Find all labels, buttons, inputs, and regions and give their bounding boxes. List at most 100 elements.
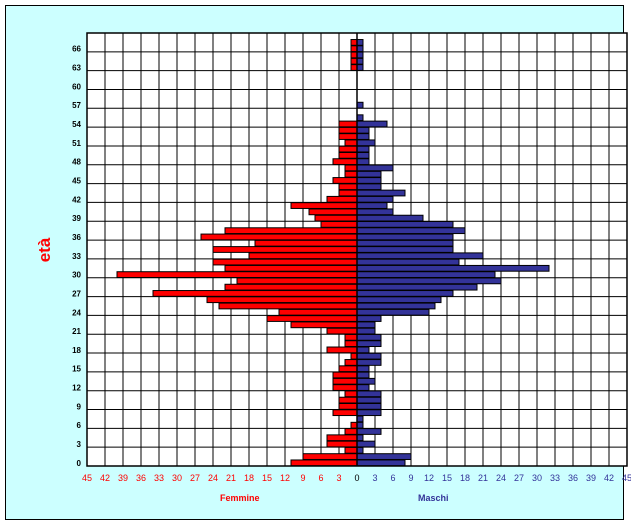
- female-bar: [308, 208, 358, 216]
- x-tick-label-male: 18: [460, 473, 470, 483]
- y-tick-label: 63: [72, 64, 81, 73]
- male-bar: [356, 365, 370, 373]
- x-tick-label-male: 12: [424, 473, 434, 483]
- female-bar: [332, 377, 358, 385]
- male-bar: [356, 214, 424, 222]
- male-bar: [356, 346, 370, 354]
- male-bar: [356, 239, 454, 247]
- female-bar: [338, 189, 358, 197]
- x-tick-label-female: 30: [172, 473, 182, 483]
- male-bar: [356, 39, 364, 46]
- male-bar: [356, 151, 370, 159]
- male-bar: [356, 158, 370, 166]
- female-bar: [332, 371, 358, 379]
- female-bar: [332, 177, 358, 184]
- female-bar: [332, 384, 358, 391]
- male-bar: [356, 415, 364, 423]
- female-bar: [326, 195, 358, 203]
- male-bar: [356, 321, 376, 329]
- x-tick-label-male: 6: [390, 473, 395, 483]
- female-bar: [290, 321, 358, 329]
- male-bar: [356, 302, 436, 310]
- female-bar: [338, 133, 358, 140]
- female-bar: [314, 214, 358, 222]
- male-axis-label: Maschi: [418, 493, 449, 503]
- male-bar: [356, 195, 394, 203]
- female-bar: [248, 252, 358, 260]
- x-tick-label-male: 39: [586, 473, 596, 483]
- male-bar: [356, 177, 382, 184]
- female-bar: [200, 233, 358, 241]
- female-bar: [338, 365, 358, 373]
- male-bar: [356, 51, 364, 59]
- female-bar: [212, 246, 358, 253]
- male-bar: [356, 440, 376, 448]
- male-bar: [356, 271, 496, 278]
- female-bar: [326, 327, 358, 335]
- male-bar: [356, 126, 370, 134]
- male-bar: [356, 233, 454, 241]
- y-tick-label: 24: [72, 308, 81, 317]
- female-bar: [320, 221, 358, 228]
- y-tick-label: 6: [77, 421, 82, 430]
- male-bar: [356, 45, 364, 53]
- male-bar: [356, 340, 382, 348]
- male-bar: [356, 327, 376, 335]
- male-bar: [356, 101, 364, 109]
- y-axis-label: età: [35, 237, 54, 263]
- male-bar: [356, 434, 364, 442]
- female-bar: [224, 264, 358, 272]
- y-tick-label: 39: [72, 214, 81, 223]
- x-tick-label-female: 45: [82, 473, 92, 483]
- y-tick-label: 33: [72, 252, 81, 261]
- female-bar: [326, 346, 358, 354]
- female-bar: [350, 352, 358, 360]
- y-tick-label: 3: [77, 440, 82, 449]
- y-tick-label: 45: [72, 176, 81, 185]
- female-bar: [206, 296, 358, 304]
- male-bar: [356, 421, 364, 429]
- male-bar: [356, 258, 460, 266]
- male-bar: [356, 371, 370, 379]
- y-tick-label: 57: [72, 101, 81, 110]
- female-bar: [344, 428, 358, 435]
- female-bar: [116, 271, 358, 278]
- male-bar: [356, 139, 376, 147]
- female-bar: [266, 315, 358, 322]
- x-tick-label-male: 24: [496, 473, 506, 483]
- x-tick-label-male: 42: [604, 473, 614, 483]
- x-tick-label-female: 3: [336, 473, 341, 483]
- female-bar: [344, 359, 358, 366]
- x-tick-label-male: 45: [622, 473, 631, 483]
- x-tick-label-male: 3: [372, 473, 377, 483]
- male-bar: [356, 202, 388, 209]
- female-bar: [218, 302, 358, 310]
- female-bar: [278, 308, 358, 316]
- female-bar: [326, 434, 358, 442]
- male-bar: [356, 145, 370, 153]
- male-bar: [356, 183, 382, 191]
- female-bar: [344, 340, 358, 348]
- y-tick-label: 66: [72, 45, 81, 54]
- female-bar: [326, 440, 358, 448]
- male-bar: [356, 446, 364, 454]
- male-bar: [356, 453, 412, 460]
- x-tick-label-female: 33: [154, 473, 164, 483]
- x-tick-label-female: 42: [100, 473, 110, 483]
- y-tick-label: 48: [72, 158, 81, 167]
- female-bar: [350, 45, 358, 53]
- x-tick-label-female: 9: [300, 473, 305, 483]
- male-bar: [356, 428, 382, 435]
- y-tick-label: 27: [72, 289, 81, 298]
- female-bar: [212, 258, 358, 266]
- y-tick-label: 0: [77, 459, 82, 468]
- x-tick-label-male: 27: [514, 473, 524, 483]
- female-bar: [338, 402, 358, 410]
- x-tick-label-male: 36: [568, 473, 578, 483]
- y-tick-label: 12: [72, 384, 81, 393]
- male-bar: [356, 114, 364, 122]
- male-bar: [356, 208, 394, 216]
- x-tick-label-male: 21: [478, 473, 488, 483]
- x-tick-label-female: 6: [318, 473, 323, 483]
- x-tick-label-female: 18: [244, 473, 254, 483]
